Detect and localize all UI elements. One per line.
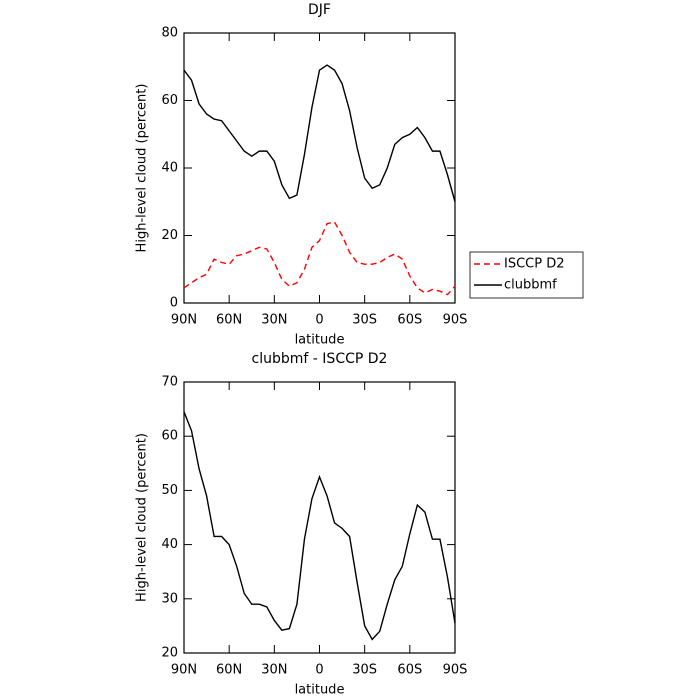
legend-label: ISCCP D2 [504,257,565,272]
x-tick-label: 30N [261,313,287,328]
legend-label: clubbmf [504,278,557,293]
y-tick-label: 0 [170,296,178,311]
x-tick-label: 90S [443,313,468,328]
x-tick-label: 90N [171,313,197,328]
y-tick-label: 80 [161,26,178,41]
y-axis-label: High-level cloud (percent) [135,433,150,602]
x-tick-label: 60S [397,663,422,678]
y-tick-label: 40 [161,161,178,176]
x-tick-label: 30N [261,663,287,678]
series-line [183,221,456,296]
x-tick-label: 60S [397,313,422,328]
x-tick-label: 0 [315,313,323,328]
y-tick-label: 60 [161,429,178,444]
y-axis-label: High-level cloud (percent) [135,84,150,253]
plot-frame [183,32,456,304]
x-tick-label: 30S [352,313,377,328]
y-tick-label: 20 [161,228,178,243]
plot-frame [183,381,456,654]
x-tick-label: 0 [315,663,323,678]
y-tick-label: 40 [161,537,178,552]
y-tick-label: 70 [161,375,178,390]
chart-title: DJF [308,2,331,18]
y-tick-label: 30 [161,591,178,606]
y-tick-label: 60 [161,93,178,108]
series-line [183,411,456,641]
x-tick-label: 90N [171,663,197,678]
y-tick-label: 20 [161,646,178,661]
x-tick-label: 60N [216,313,242,328]
x-tick-label: 30S [352,663,377,678]
x-tick-label: 90S [443,663,468,678]
legend-box [469,251,584,299]
chart-title: clubbmf - ISCCP D2 [252,351,388,367]
x-tick-label: 60N [216,663,242,678]
y-tick-label: 50 [161,483,178,498]
x-axis-label: latitude [295,683,345,698]
series-line [183,64,456,202]
x-axis-label: latitude [295,333,345,348]
